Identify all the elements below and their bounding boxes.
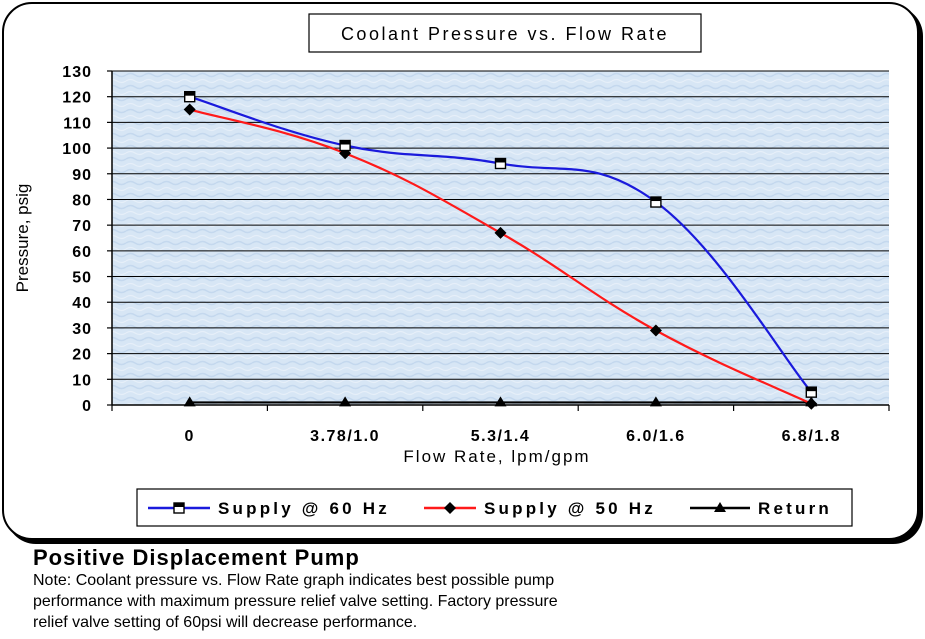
data-point-supply-50-hz bbox=[649, 324, 662, 337]
gridlines bbox=[107, 70, 889, 406]
y-tick-label: 70 bbox=[72, 218, 92, 235]
x-axis-tick-labels: 0 3.78/1.0 5.3/1.4 6.0/1.6 6.8/1.8 bbox=[111, 405, 890, 445]
y-tick-label: 60 bbox=[72, 244, 92, 261]
y-tick-label: 90 bbox=[72, 167, 92, 184]
data-point-supply-50-hz bbox=[494, 226, 507, 239]
y-tick-label: 30 bbox=[72, 321, 92, 338]
legend-entry-supply-50-hz: Supply @ 50 Hz bbox=[424, 499, 656, 518]
legend-label: Supply @ 50 Hz bbox=[484, 499, 656, 518]
series-supply-60-hz bbox=[183, 90, 817, 398]
caption: Positive Displacement Pump Note: Coolant… bbox=[33, 546, 913, 633]
data-point-supply-60-hz bbox=[183, 90, 196, 103]
legend-entry-supply-60-hz: Supply @ 60 Hz bbox=[148, 499, 390, 518]
y-tick-label: 100 bbox=[62, 141, 92, 158]
y-tick-label: 130 bbox=[62, 64, 92, 81]
x-tick-label: 5.3/1.4 bbox=[471, 428, 530, 445]
data-point-return bbox=[183, 396, 196, 407]
data-point-supply-50-hz bbox=[805, 397, 818, 410]
y-tick-label: 120 bbox=[62, 90, 92, 107]
series-line-supply-60-hz bbox=[189, 95, 813, 393]
data-point-return bbox=[649, 396, 662, 407]
data-point-supply-60-hz bbox=[339, 139, 351, 152]
legend-swatch-marker bbox=[173, 502, 185, 514]
y-tick-label: 40 bbox=[72, 295, 92, 312]
y-axis-label: Pressure, psig bbox=[13, 184, 32, 293]
caption-note-line-3: relief valve setting of 60psi will decre… bbox=[33, 614, 418, 631]
y-tick-label: 110 bbox=[63, 115, 92, 132]
y-axis-tick-labels: 0 10 20 30 40 50 60 70 80 90 100 110 120 130 bbox=[62, 64, 92, 415]
y-tick-label: 80 bbox=[72, 192, 92, 209]
legend: Supply @ 60 Hz Supply @ 50 Hz Return bbox=[136, 488, 853, 527]
data-point-supply-60-hz bbox=[650, 196, 662, 208]
legend-label: Supply @ 60 Hz bbox=[218, 499, 390, 518]
x-tick-label: 6.8/1.8 bbox=[782, 428, 841, 445]
y-tick-label: 0 bbox=[82, 398, 92, 415]
y-tick-label: 20 bbox=[72, 347, 92, 364]
data-point-return bbox=[494, 396, 507, 407]
data-point-supply-60-hz bbox=[805, 386, 817, 398]
y-tick-label: 50 bbox=[72, 270, 92, 287]
legend-entry-return: Return bbox=[690, 499, 832, 518]
legend-swatch-marker bbox=[444, 502, 456, 514]
caption-title: Positive Displacement Pump bbox=[33, 545, 360, 570]
data-point-return bbox=[339, 396, 352, 407]
y-tick-label: 10 bbox=[72, 372, 92, 389]
data-point-supply-60-hz bbox=[494, 157, 507, 170]
x-axis-label: Flow Rate, lpm/gpm bbox=[403, 447, 590, 466]
legend-swatch-marker bbox=[714, 502, 726, 512]
x-tick-label: 0 bbox=[184, 428, 194, 445]
x-tick-label: 3.78/1.0 bbox=[310, 428, 380, 445]
chart-title-box: Coolant Pressure vs. Flow Rate bbox=[308, 13, 702, 53]
x-tick-label: 6.0/1.6 bbox=[626, 428, 685, 445]
data-point-supply-50-hz bbox=[183, 103, 196, 116]
legend-label: Return bbox=[758, 499, 832, 518]
caption-note-line-2: performance with maximum pressure relief… bbox=[33, 593, 558, 610]
data-series bbox=[183, 90, 818, 410]
pressure-flow-chart: Coolant Pressure vs. Flow Rate 0 10 20 30 40… bbox=[13, 13, 890, 527]
caption-note-line-1: Note: Coolant pressure vs. Flow Rate gra… bbox=[33, 572, 555, 589]
chart-title: Coolant Pressure vs. Flow Rate bbox=[341, 24, 669, 44]
